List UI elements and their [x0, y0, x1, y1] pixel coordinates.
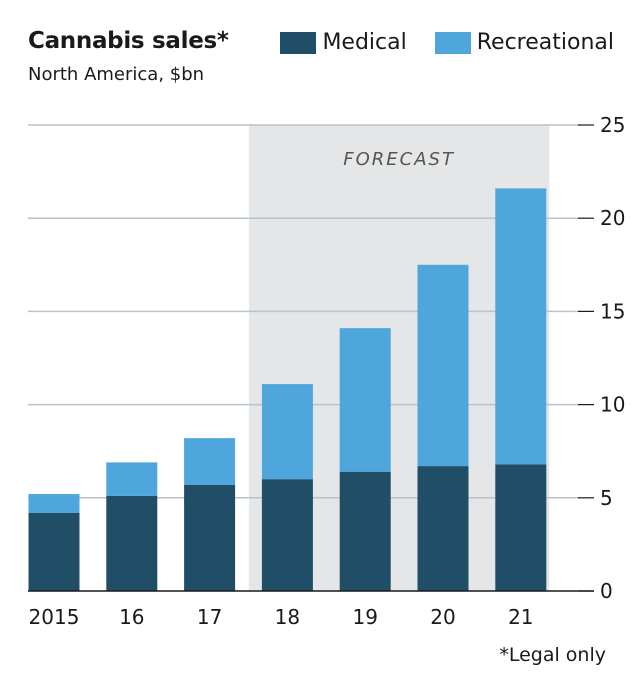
bar-medical [28, 512, 80, 591]
footnote: *Legal only [499, 644, 606, 666]
legend-label-recreational: Recreational [476, 30, 614, 55]
bar-medical [339, 471, 391, 591]
chart-title: Cannabis sales* [28, 28, 229, 54]
bar-recreational [28, 494, 80, 513]
y-tick-label: 25 [600, 113, 625, 137]
legend-item-recreational: Recreational [434, 30, 614, 55]
bar-recreational [417, 264, 469, 467]
bar-recreational [495, 188, 547, 465]
y-tick-label: 5 [600, 486, 613, 510]
legend-swatch-medical [280, 31, 317, 54]
x-tick-label: 19 [352, 605, 377, 629]
y-tick-label: 10 [600, 393, 625, 417]
bar-medical [106, 495, 158, 591]
legend: Medical Recreational [252, 30, 614, 55]
legend-item-medical: Medical [280, 30, 407, 55]
legend-label-medical: Medical [322, 30, 407, 55]
bar-recreational [339, 328, 391, 472]
bar-medical [184, 484, 236, 591]
y-tick-label: 20 [600, 206, 625, 230]
x-tick-label: 21 [508, 605, 533, 629]
y-tick-label: 15 [600, 299, 625, 323]
x-tick-label: 2015 [29, 605, 80, 629]
bar-recreational [106, 462, 158, 496]
y-tick-label: 0 [600, 579, 613, 603]
bar-medical [417, 466, 469, 591]
x-tick-label: 18 [275, 605, 300, 629]
bar-recreational [184, 438, 236, 485]
x-tick-label: 16 [119, 605, 144, 629]
x-tick-label: 17 [197, 605, 222, 629]
bar-medical [495, 464, 547, 591]
bar-medical [261, 479, 313, 591]
x-tick-label: 20 [430, 605, 455, 629]
bar-recreational [261, 384, 313, 480]
forecast-label: FORECAST [343, 149, 455, 170]
legend-swatch-recreational [434, 31, 471, 54]
chart-subtitle: North America, $bn [28, 64, 205, 85]
